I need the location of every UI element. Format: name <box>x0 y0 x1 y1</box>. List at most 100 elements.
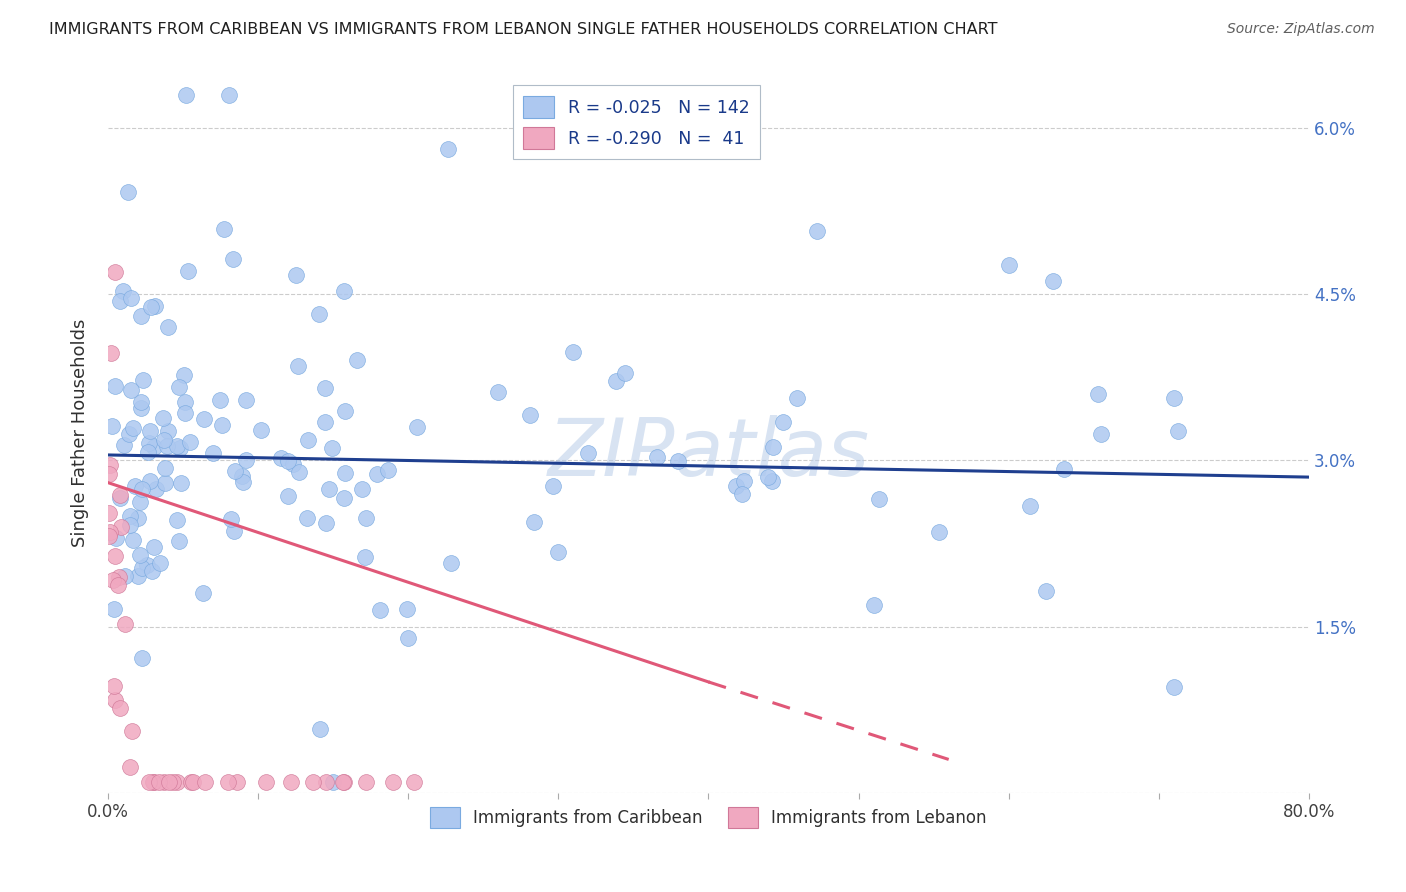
Point <box>98 524 121 539</box>
Point <box>1053 462 1076 476</box>
Point <box>772 415 794 429</box>
Point <box>277 454 299 468</box>
Point <box>114 568 136 582</box>
Point <box>104 549 127 564</box>
Point <box>666 454 689 468</box>
Point <box>98 467 121 481</box>
Point <box>104 379 127 393</box>
Point <box>103 602 125 616</box>
Point <box>122 533 145 547</box>
Point <box>177 263 200 277</box>
Point <box>136 445 159 459</box>
Point <box>318 483 340 497</box>
Point <box>354 549 377 564</box>
Point <box>541 479 564 493</box>
Point <box>333 491 356 505</box>
Point <box>232 475 254 490</box>
Text: ZIPatlas: ZIPatlas <box>547 416 869 493</box>
Point <box>98 506 121 520</box>
Point <box>1163 680 1185 694</box>
Point <box>333 467 356 481</box>
Point <box>287 465 309 479</box>
Point <box>333 284 356 298</box>
Point <box>314 381 336 395</box>
Point <box>114 616 136 631</box>
Point <box>142 440 165 454</box>
Point <box>354 774 377 789</box>
Point <box>218 88 240 103</box>
Point <box>142 774 165 789</box>
Point <box>153 461 176 475</box>
Point <box>1018 499 1040 513</box>
Point <box>120 759 142 773</box>
Point <box>121 724 143 739</box>
Point <box>314 415 336 429</box>
Point <box>103 679 125 693</box>
Point <box>104 692 127 706</box>
Point <box>998 258 1021 272</box>
Point <box>145 482 167 496</box>
Point <box>153 433 176 447</box>
Point <box>222 252 245 267</box>
Point <box>104 265 127 279</box>
Point <box>141 564 163 578</box>
Point <box>139 300 162 314</box>
Point <box>519 408 541 422</box>
Point <box>117 185 139 199</box>
Point <box>309 723 332 737</box>
Point <box>110 520 132 534</box>
Point <box>287 359 309 374</box>
Point <box>127 511 149 525</box>
Point <box>153 475 176 490</box>
Point <box>157 320 180 334</box>
Point <box>108 701 131 715</box>
Point <box>368 603 391 617</box>
Point <box>576 446 599 460</box>
Point <box>346 352 368 367</box>
Point <box>166 513 188 527</box>
Point <box>333 774 356 789</box>
Point <box>108 491 131 505</box>
Point <box>315 516 337 531</box>
Text: IMMIGRANTS FROM CARIBBEAN VS IMMIGRANTS FROM LEBANON SINGLE FATHER HOUSEHOLDS CO: IMMIGRANTS FROM CARIBBEAN VS IMMIGRANTS … <box>49 22 998 37</box>
Point <box>523 515 546 529</box>
Point <box>217 774 239 789</box>
Point <box>308 307 330 321</box>
Point <box>280 774 302 789</box>
Point <box>193 412 215 426</box>
Point <box>129 494 152 508</box>
Point <box>127 569 149 583</box>
Point <box>142 774 165 789</box>
Point <box>100 346 122 360</box>
Point <box>1035 583 1057 598</box>
Point <box>100 419 122 434</box>
Point <box>235 453 257 467</box>
Point <box>169 441 191 455</box>
Point <box>806 224 828 238</box>
Point <box>124 479 146 493</box>
Point <box>377 462 399 476</box>
Point <box>176 88 198 103</box>
Point <box>562 345 585 359</box>
Point <box>1042 274 1064 288</box>
Point <box>281 457 304 471</box>
Point <box>139 424 162 438</box>
Point <box>100 458 122 473</box>
Point <box>101 573 124 587</box>
Point <box>152 411 174 425</box>
Point <box>131 395 153 409</box>
Point <box>1090 427 1112 442</box>
Point <box>863 598 886 612</box>
Point <box>138 435 160 450</box>
Point <box>724 479 747 493</box>
Point <box>107 578 129 592</box>
Point <box>352 483 374 497</box>
Point <box>285 268 308 282</box>
Point <box>157 774 180 789</box>
Point <box>169 379 191 393</box>
Point <box>156 439 179 453</box>
Point <box>406 419 429 434</box>
Point <box>486 384 509 399</box>
Point <box>108 570 131 584</box>
Point <box>225 774 247 789</box>
